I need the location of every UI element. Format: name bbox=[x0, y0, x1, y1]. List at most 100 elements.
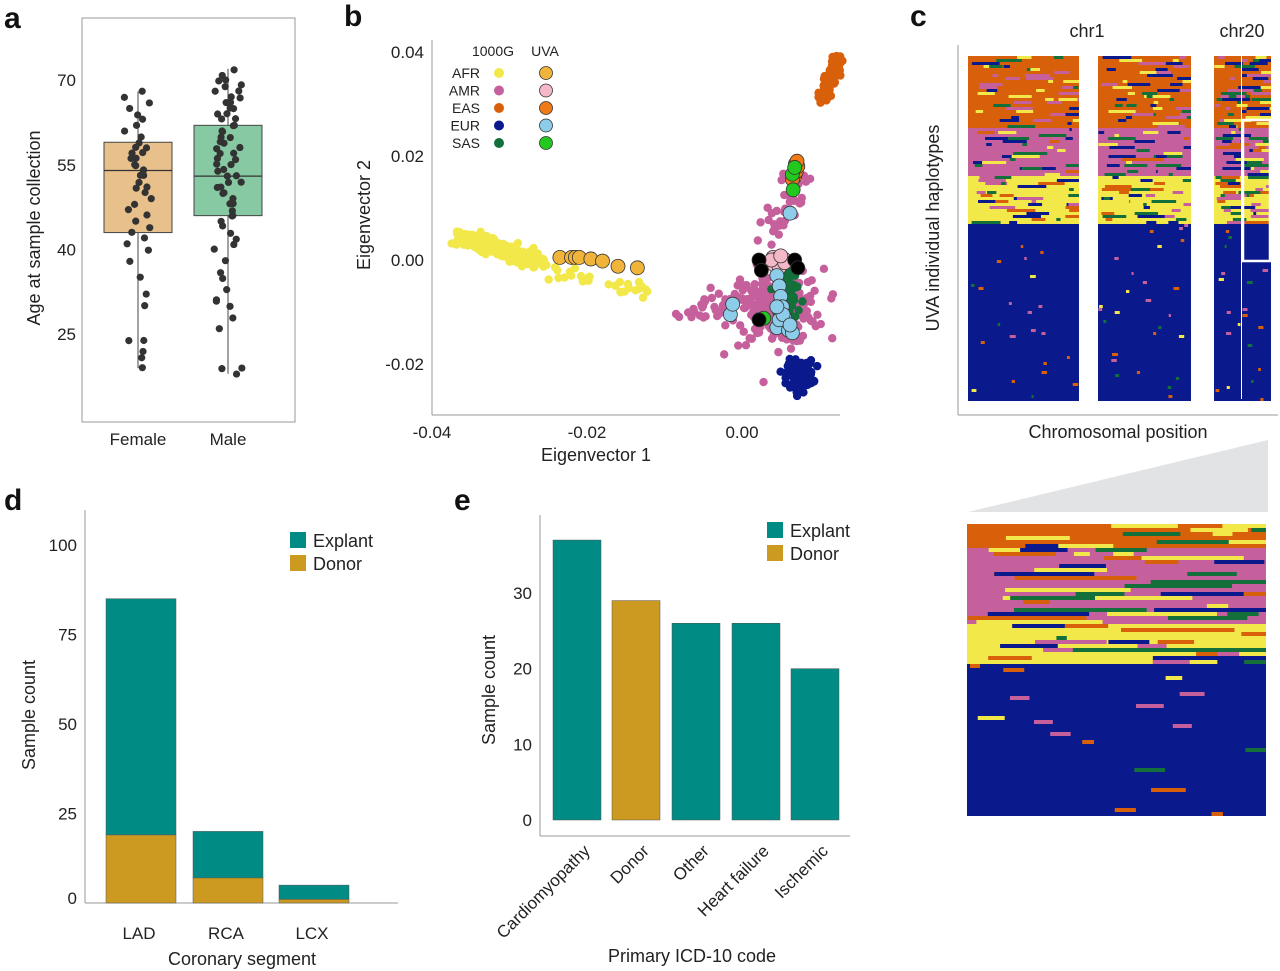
zoom-segment-sas bbox=[1134, 768, 1166, 772]
heatmap-row-eur bbox=[968, 305, 1079, 308]
heatmap-row-amr bbox=[968, 170, 1079, 173]
zoom-segment-amr bbox=[1009, 696, 1030, 700]
heatmap-segment-eur bbox=[1106, 68, 1122, 71]
heatmap-segment-amr bbox=[1008, 302, 1012, 305]
scatter-point-1000g-afr bbox=[616, 287, 625, 297]
panel-a-frame bbox=[81, 17, 296, 423]
panel-e-xlabel: Primary ICD-10 code bbox=[608, 946, 776, 966]
heatmap-row-eur bbox=[1098, 269, 1191, 272]
heatmap-row-eur bbox=[1098, 236, 1191, 239]
data-point-male bbox=[232, 370, 241, 378]
heatmap-segment-eur bbox=[1246, 263, 1252, 266]
zoom-row-amr bbox=[967, 584, 1266, 588]
heatmap-segment-eur bbox=[1228, 125, 1237, 128]
data-point-male bbox=[235, 87, 243, 95]
heatmap-segment-eas bbox=[1217, 200, 1226, 203]
heatmap-segment-eas bbox=[1026, 80, 1037, 83]
heatmap-segment-sas bbox=[1240, 137, 1269, 140]
heatmap-row-eas bbox=[1098, 107, 1191, 110]
heatmap-row-eur bbox=[1214, 332, 1271, 335]
heatmap-segment-amr bbox=[1230, 77, 1235, 80]
heatmap-row-eur bbox=[1098, 284, 1191, 287]
heatmap-row-afr bbox=[1098, 182, 1191, 185]
heatmap-segment-sas bbox=[1068, 194, 1079, 197]
heatmap-segment-eas bbox=[978, 287, 984, 290]
heatmap-segment-eur bbox=[1028, 203, 1043, 206]
data-point-female bbox=[132, 184, 140, 192]
heatmap-segment-afr bbox=[1178, 335, 1185, 338]
heatmap-row-eur bbox=[1098, 293, 1191, 296]
data-point-female bbox=[139, 347, 147, 356]
heatmap-row-eur bbox=[968, 272, 1079, 275]
heatmap-segment-afr bbox=[1048, 80, 1054, 83]
bar-donor-lcx bbox=[278, 899, 350, 904]
zoom-row-eur bbox=[967, 752, 1266, 756]
heatmap-segment-eur bbox=[1217, 257, 1223, 260]
heatmap-segment-eur bbox=[1225, 62, 1243, 65]
data-point-male bbox=[210, 245, 218, 253]
data-point-male bbox=[220, 165, 228, 174]
zoom-segment-sas bbox=[1014, 608, 1147, 612]
zoom-row-eur bbox=[967, 760, 1266, 764]
heatmap-segment-amr bbox=[1251, 92, 1271, 95]
heatmap-row-eur bbox=[1098, 275, 1191, 278]
heatmap-row-eas bbox=[968, 80, 1079, 83]
heatmap-segment-afr bbox=[1142, 131, 1159, 134]
scatter-point-1000g-afr bbox=[638, 293, 648, 302]
data-point-female bbox=[141, 302, 149, 310]
zoom-row-eas bbox=[967, 528, 1266, 532]
zoom-row-afr bbox=[967, 660, 1266, 664]
heatmap-segment-eas bbox=[1154, 182, 1166, 185]
heatmap-segment-amr bbox=[1062, 86, 1074, 89]
heatmap-segment-amr bbox=[972, 140, 995, 143]
data-point-female bbox=[135, 178, 143, 187]
heatmap-segment-amr bbox=[1175, 107, 1191, 110]
zoom-row-eur bbox=[967, 668, 1266, 672]
heatmap-row-eas bbox=[1214, 80, 1271, 83]
heatmap-row-eur bbox=[1098, 332, 1191, 335]
heatmap-segment-afr bbox=[1180, 182, 1191, 185]
heatmap-segment-sas bbox=[1069, 188, 1074, 191]
zoom-row-eur bbox=[967, 676, 1266, 680]
heatmap-segment-amr bbox=[1259, 155, 1264, 158]
heatmap-segment-eur bbox=[986, 143, 992, 146]
zoom-segment-afr bbox=[1149, 556, 1244, 560]
heatmap-segment-amr bbox=[1136, 152, 1164, 155]
heatmap-row-eur bbox=[1098, 338, 1191, 341]
heatmap-row-afr bbox=[968, 206, 1079, 209]
zoom-segment-eas bbox=[988, 656, 1032, 660]
heatmap-segment-afr bbox=[996, 197, 1009, 200]
panel-label-e: e bbox=[454, 484, 471, 517]
scatter-point-1000g-sas bbox=[786, 290, 795, 300]
data-point-female bbox=[132, 217, 140, 225]
heatmap-segment-amr bbox=[1028, 131, 1036, 134]
heatmap-row-eur bbox=[1214, 272, 1271, 275]
heatmap-row-eas bbox=[1098, 101, 1191, 104]
zoom-row-eur bbox=[967, 740, 1266, 744]
heatmap-row-eur bbox=[1214, 389, 1271, 392]
heatmap-segment-eur bbox=[1026, 212, 1050, 215]
heatmap-row-eur bbox=[1098, 398, 1191, 401]
heatmap-row-eas bbox=[1098, 74, 1191, 77]
heatmap-segment-amr bbox=[1038, 305, 1043, 308]
heatmap-row-amr bbox=[968, 164, 1079, 167]
data-point-male bbox=[230, 149, 238, 157]
heatmap-segment-amr bbox=[985, 182, 1008, 185]
zoom-segment-eur bbox=[987, 612, 1090, 616]
data-point-male bbox=[214, 167, 222, 175]
zoom-row-amr bbox=[967, 568, 1266, 572]
heatmap-segment-sas bbox=[993, 104, 1011, 107]
zoom-segment-eas bbox=[1082, 740, 1094, 744]
data-point-male bbox=[216, 269, 225, 277]
heatmap-segment-sas bbox=[1182, 179, 1191, 182]
heatmap-segment-afr bbox=[1122, 80, 1128, 83]
zoom-segment-eur bbox=[1217, 660, 1266, 664]
heatmap-segment-sas bbox=[1217, 122, 1234, 125]
zoom-segment-sas bbox=[1095, 548, 1147, 552]
heatmap-segment-eas bbox=[1156, 77, 1165, 80]
zoom-segment-eas bbox=[1241, 632, 1266, 636]
data-point-male bbox=[238, 364, 246, 372]
heatmap-segment-eas bbox=[1216, 146, 1244, 149]
zoom-row-eas bbox=[967, 532, 1266, 536]
heatmap-segment-afr bbox=[1231, 131, 1236, 134]
